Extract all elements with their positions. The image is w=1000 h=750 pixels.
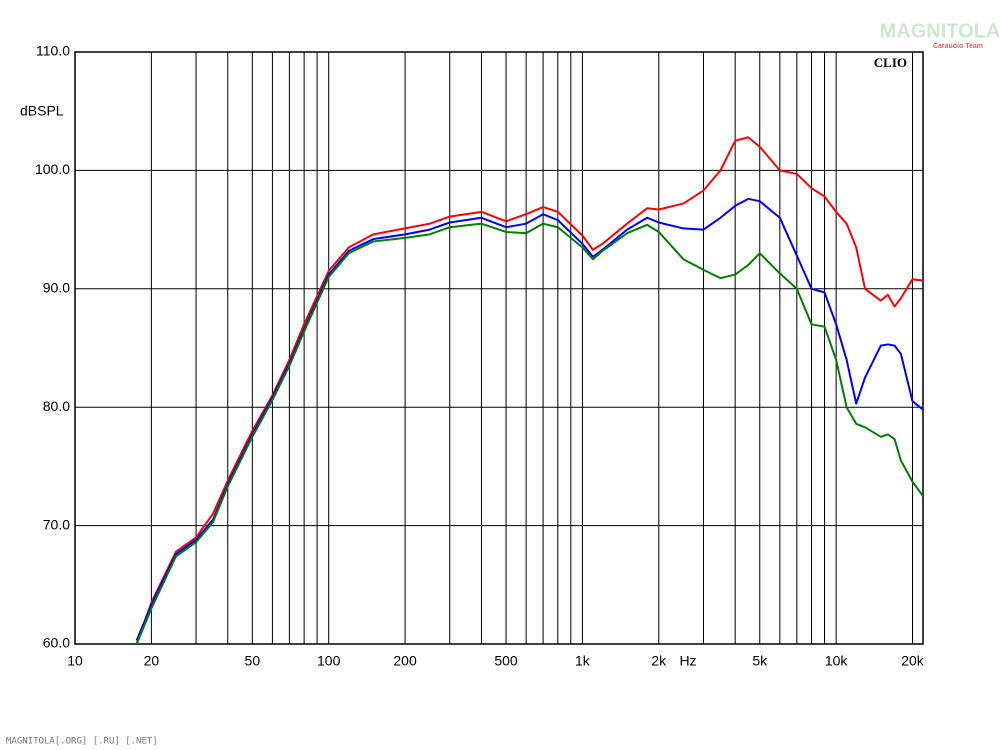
x-tick-label: 500 <box>494 653 518 669</box>
x-tick-label: 5k <box>752 653 768 669</box>
footer: MAGNITOLA[.ORG] [.RU] [.NET] <box>6 737 158 747</box>
watermark: MAGNITOLA <box>880 20 1000 42</box>
x-tick-label: 50 <box>245 653 261 669</box>
x-tick-label: 200 <box>393 653 417 669</box>
plot-frame <box>74 51 924 645</box>
y-tick-label: 60.0 <box>43 635 70 651</box>
y-tick-label: 110.0 <box>36 43 70 59</box>
x-tick-label: 20k <box>901 653 925 669</box>
x-tick-label: 2k <box>651 653 667 669</box>
y-tick-label: 100.0 <box>35 161 70 177</box>
response-line <box>135 136 923 644</box>
lines <box>135 136 923 644</box>
y-tick-label: 90.0 <box>43 280 70 296</box>
x-tick-label: 100 <box>317 653 341 669</box>
y-tick-label: 70.0 <box>43 516 70 532</box>
grid <box>74 51 923 645</box>
annotation: CLIO <box>874 55 907 70</box>
x-tick-label: 10k <box>825 653 849 669</box>
x-tick-label: 1k <box>575 653 591 669</box>
response-line <box>135 222 923 644</box>
watermark-sub: Caraudio Team <box>933 43 983 50</box>
x-tick-label: 20 <box>144 653 160 669</box>
x-axis-label: Hz <box>679 653 696 669</box>
x-tick-label: 10 <box>67 653 83 669</box>
y-tick-label: 80.0 <box>43 398 70 414</box>
y-axis-label: dBSPL <box>20 103 64 119</box>
